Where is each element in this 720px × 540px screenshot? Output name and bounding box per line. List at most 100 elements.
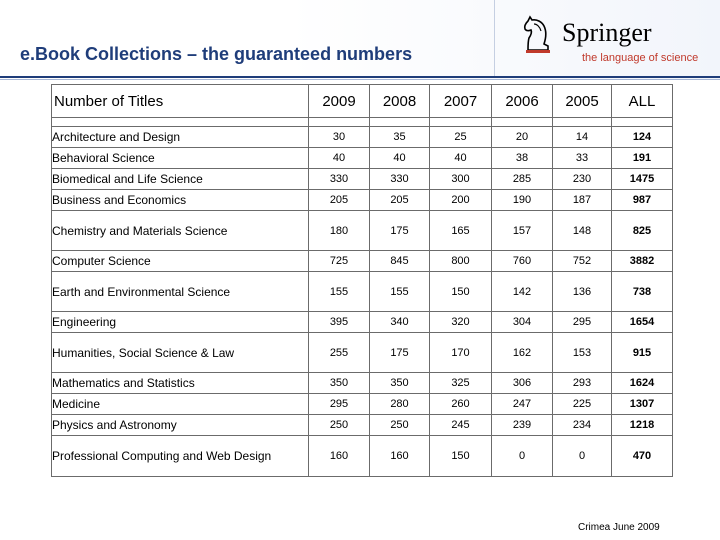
spacer-cell xyxy=(51,117,309,127)
year-count-cell: 35 xyxy=(369,126,430,148)
year-count-cell: 260 xyxy=(429,393,492,415)
table-row: Architecture and Design 30 35 25 20 14 124 xyxy=(51,126,673,148)
year-count-cell: 200 xyxy=(429,189,492,211)
column-header: 2009 xyxy=(308,84,370,118)
year-count-cell: 845 xyxy=(369,250,430,272)
column-header: 2007 xyxy=(429,84,492,118)
table-row: Computer Science 725 845 800 760 752 3882 xyxy=(51,250,673,272)
year-count-cell: 180 xyxy=(308,210,370,251)
total-cell: 124 xyxy=(611,126,673,148)
year-count-cell: 293 xyxy=(552,372,612,394)
total-cell: 1624 xyxy=(611,372,673,394)
year-count-cell: 20 xyxy=(491,126,553,148)
year-count-cell: 30 xyxy=(308,126,370,148)
table-row: Mathematics and Statistics 350 350 325 306 29… xyxy=(51,372,673,394)
total-cell: 915 xyxy=(611,332,673,373)
table-row: Chemistry and Materials Science 180 175 165… xyxy=(51,210,673,251)
table-row: Physics and Astronomy 250 250 245 239 234 1218 xyxy=(51,414,673,436)
total-cell: 191 xyxy=(611,147,673,169)
year-count-cell: 295 xyxy=(552,311,612,333)
year-count-cell: 155 xyxy=(308,271,370,312)
subject-name: Computer Science xyxy=(51,250,309,272)
total-cell: 3882 xyxy=(611,250,673,272)
year-count-cell: 155 xyxy=(369,271,430,312)
year-count-cell: 760 xyxy=(491,250,553,272)
year-count-cell: 175 xyxy=(369,332,430,373)
subject-name: Medicine xyxy=(51,393,309,415)
year-count-cell: 280 xyxy=(369,393,430,415)
subject-name: Architecture and Design xyxy=(51,126,309,148)
year-count-cell: 350 xyxy=(369,372,430,394)
year-count-cell: 148 xyxy=(552,210,612,251)
column-header: 2008 xyxy=(369,84,430,118)
spacer-cell xyxy=(429,117,492,127)
subject-name: Engineering xyxy=(51,311,309,333)
year-count-cell: 304 xyxy=(491,311,553,333)
total-cell: 1475 xyxy=(611,168,673,190)
year-count-cell: 325 xyxy=(429,372,492,394)
year-count-cell: 170 xyxy=(429,332,492,373)
year-count-cell: 150 xyxy=(429,435,492,477)
year-count-cell: 239 xyxy=(491,414,553,436)
year-count-cell: 0 xyxy=(552,435,612,477)
year-count-cell: 306 xyxy=(491,372,553,394)
year-count-cell: 752 xyxy=(552,250,612,272)
column-header: ALL xyxy=(611,84,673,118)
subject-name: Earth and Environmental Science xyxy=(51,271,309,312)
footer-note: Crimea June 2009 xyxy=(578,522,660,533)
subject-name: Mathematics and Statistics xyxy=(51,372,309,394)
logo-tagline: the language of science xyxy=(582,52,699,64)
year-count-cell: 38 xyxy=(491,147,553,169)
year-count-cell: 40 xyxy=(429,147,492,169)
year-count-cell: 150 xyxy=(429,271,492,312)
year-count-cell: 136 xyxy=(552,271,612,312)
table-row: Behavioral Science 40 40 40 38 33 191 xyxy=(51,147,673,169)
total-cell: 825 xyxy=(611,210,673,251)
year-count-cell: 340 xyxy=(369,311,430,333)
table-row: Earth and Environmental Science 155 155 150… xyxy=(51,271,673,312)
total-cell: 1654 xyxy=(611,311,673,333)
year-count-cell: 245 xyxy=(429,414,492,436)
year-count-cell: 142 xyxy=(491,271,553,312)
knight-chess-piece-icon xyxy=(523,15,550,53)
spacer-cell xyxy=(491,117,553,127)
titles-table: Number of Titles 2009 2008 2007 2006 200… xyxy=(51,84,673,477)
total-cell: 470 xyxy=(611,435,673,477)
spacer-cell xyxy=(552,117,612,127)
year-count-cell: 725 xyxy=(308,250,370,272)
year-count-cell: 190 xyxy=(491,189,553,211)
subject-name: Humanities, Social Science & Law xyxy=(51,332,309,373)
year-count-cell: 162 xyxy=(491,332,553,373)
year-count-cell: 320 xyxy=(429,311,492,333)
year-count-cell: 160 xyxy=(308,435,370,477)
table-row: Biomedical and Life Science 330 330 300 285 2… xyxy=(51,168,673,190)
year-count-cell: 40 xyxy=(308,147,370,169)
table-header-row: Number of Titles 2009 2008 2007 2006 200… xyxy=(51,84,673,118)
table-row: Engineering 395 340 320 304 295 1654 xyxy=(51,311,673,333)
year-count-cell: 153 xyxy=(552,332,612,373)
spacer-row xyxy=(51,117,673,127)
total-cell: 738 xyxy=(611,271,673,312)
header-divider xyxy=(494,0,495,76)
header-rule-light xyxy=(0,79,720,80)
table-row: Humanities, Social Science & Law 255 175 17… xyxy=(51,332,673,373)
year-count-cell: 225 xyxy=(552,393,612,415)
table-row: Business and Economics 205 205 200 190 187 987 xyxy=(51,189,673,211)
year-count-cell: 157 xyxy=(491,210,553,251)
subject-name: Business and Economics xyxy=(51,189,309,211)
year-count-cell: 25 xyxy=(429,126,492,148)
subject-name: Physics and Astronomy xyxy=(51,414,309,436)
table-row: Medicine 295 280 260 247 225 1307 xyxy=(51,393,673,415)
column-header: 2006 xyxy=(491,84,553,118)
year-count-cell: 255 xyxy=(308,332,370,373)
springer-logo: Springer the language of science xyxy=(520,14,700,70)
table-body: Architecture and Design 30 35 25 20 14 124 Beha… xyxy=(51,117,673,477)
year-count-cell: 295 xyxy=(308,393,370,415)
year-count-cell: 250 xyxy=(369,414,430,436)
year-count-cell: 187 xyxy=(552,189,612,211)
year-count-cell: 330 xyxy=(369,168,430,190)
column-header: 2005 xyxy=(552,84,612,118)
year-count-cell: 165 xyxy=(429,210,492,251)
year-count-cell: 395 xyxy=(308,311,370,333)
spacer-cell xyxy=(611,117,673,127)
